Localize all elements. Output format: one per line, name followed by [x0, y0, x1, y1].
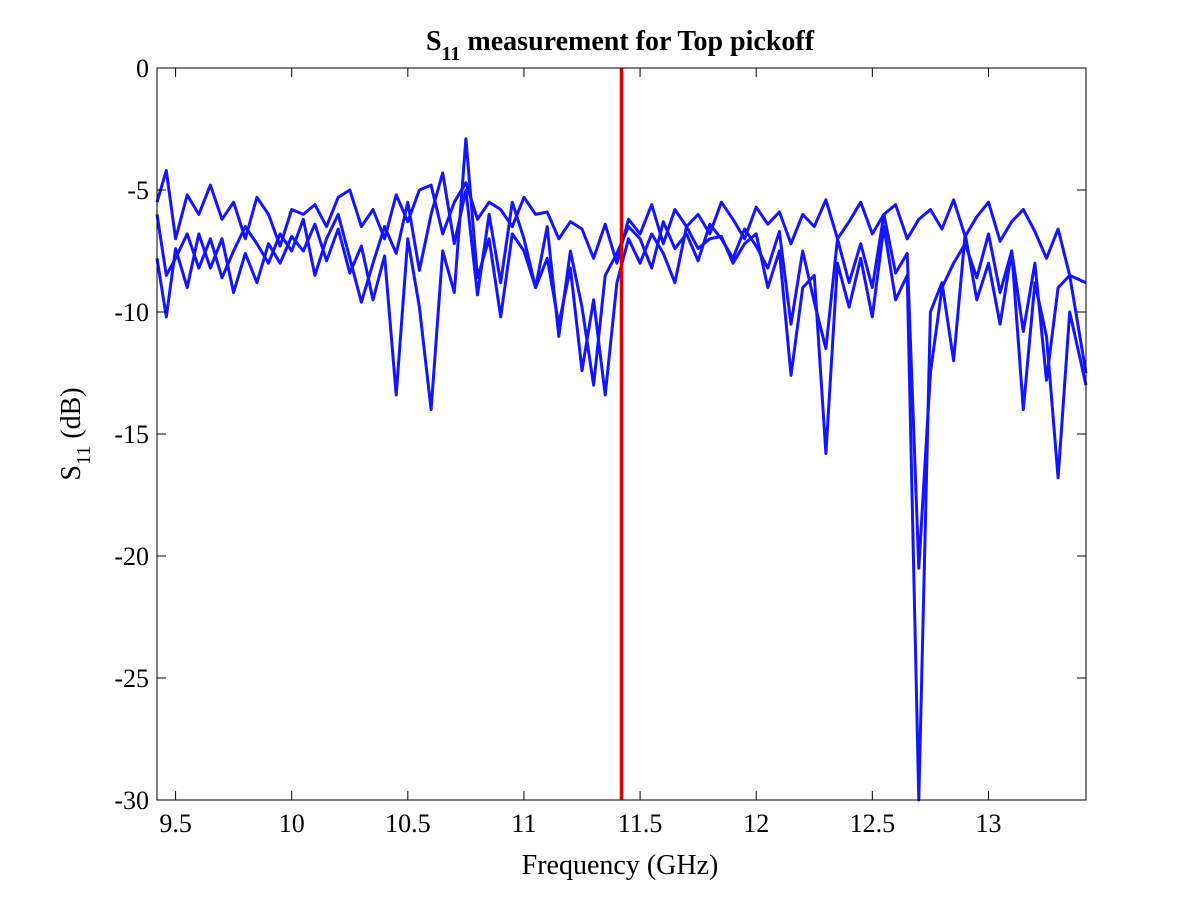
y-tick-label: 0 — [136, 54, 149, 83]
x-tick-label: 12 — [743, 809, 769, 838]
y-axis-label: S11 (dB) — [56, 387, 95, 480]
x-tick-label: 11.5 — [618, 809, 663, 838]
y-tick-label: -15 — [114, 420, 149, 449]
y-tick-label: -30 — [114, 786, 149, 815]
chart-title-symbol: S — [426, 26, 442, 57]
x-tick-label: 10.5 — [385, 809, 431, 838]
series-line-1 — [155, 169, 1087, 285]
chart-title: S11 measurement for Top pickoff — [426, 26, 815, 65]
chart-title-rest: measurement for Top pickoff — [460, 26, 814, 57]
x-axis-label: Frequency (GHz) — [522, 850, 719, 881]
x-tick-label: 13 — [975, 809, 1001, 838]
y-axis-label-symbol: S — [56, 465, 87, 481]
series-layer — [155, 137, 1088, 802]
series-line-3 — [155, 171, 1088, 570]
y-tick-label: -10 — [114, 298, 149, 327]
y-tick-label: -20 — [114, 542, 149, 571]
x-axis: 9.5 10 10.5 11 11.5 12 12.5 13 — [159, 68, 1001, 838]
x-tick-label: 11 — [511, 809, 536, 838]
chart-title-subscript: 11 — [442, 43, 461, 65]
y-axis: 0 -5 -10 -15 -20 -25 -30 — [114, 54, 1086, 815]
y-tick-label: -25 — [114, 664, 149, 693]
x-tick-label: 12.5 — [850, 809, 896, 838]
x-tick-label: 9.5 — [159, 809, 192, 838]
y-axis-label-subscript: 11 — [73, 446, 95, 465]
y-tick-label: -5 — [127, 176, 149, 205]
x-tick-label: 10 — [279, 809, 305, 838]
y-axis-label-rest: (dB) — [56, 387, 87, 445]
